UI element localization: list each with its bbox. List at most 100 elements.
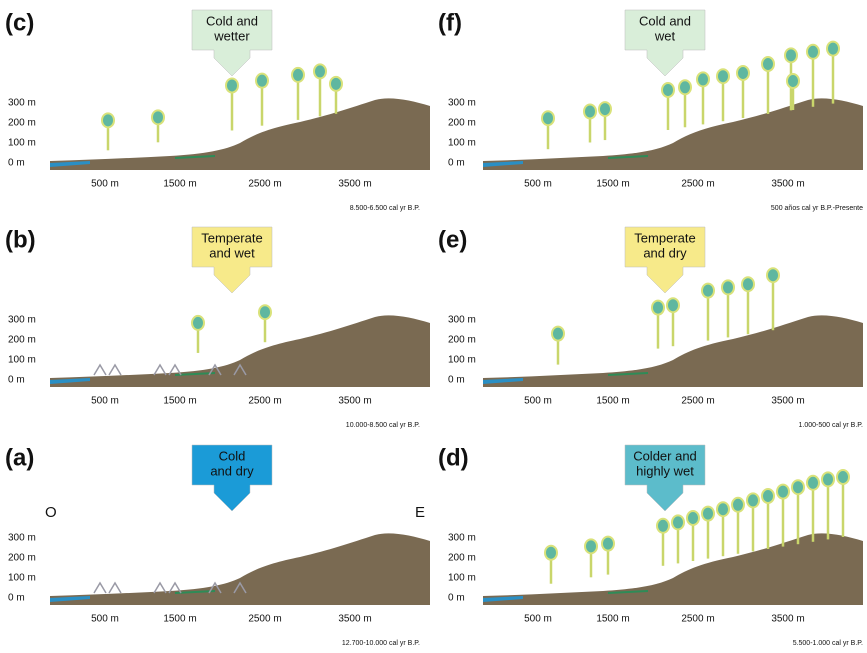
period-label: 500 años cal yr B.P.-Presente — [771, 205, 863, 212]
y-axis-label: 200 m — [8, 335, 36, 346]
y-axis-label: 100 m — [448, 138, 476, 149]
y-axis-label: 100 m — [448, 573, 476, 584]
y-axis-label: 300 m — [8, 98, 36, 109]
climate-text: highly wet — [636, 463, 694, 478]
x-axis-label: 2500 m — [681, 179, 714, 190]
tree-crown — [697, 72, 709, 86]
x-axis-label: 1500 m — [163, 396, 196, 407]
tree-crown — [807, 45, 819, 59]
y-axis-label: 0 m — [8, 375, 25, 386]
tree-crown — [672, 515, 684, 529]
ground — [50, 533, 430, 605]
climate-text: Colder and — [633, 448, 697, 463]
tree-crown — [226, 78, 238, 92]
x-axis-label: 2500 m — [248, 614, 281, 625]
y-axis-label: 100 m — [448, 355, 476, 366]
shrub — [94, 583, 106, 593]
tree-crown — [717, 502, 729, 516]
west-label: O — [45, 504, 57, 521]
climate-text: Temperate — [201, 230, 262, 245]
x-axis-label: 2500 m — [681, 396, 714, 407]
y-axis-label: 300 m — [448, 533, 476, 544]
y-axis-label: 0 m — [448, 158, 465, 169]
y-axis-label: 300 m — [8, 533, 36, 544]
x-axis-label: 1500 m — [596, 179, 629, 190]
period-label: 5.500-1.000 cal yr B.P. — [793, 640, 863, 647]
y-axis-label: 0 m — [448, 375, 465, 386]
tree-crown — [102, 113, 114, 127]
tree-crown — [827, 42, 839, 56]
climate-text: Cold and — [206, 13, 258, 28]
x-axis-label: 2500 m — [248, 396, 281, 407]
tree-crown — [747, 493, 759, 507]
tree-crown — [785, 48, 797, 62]
tree-crown — [687, 511, 699, 525]
tree-crown — [822, 472, 834, 486]
tree-crown — [330, 77, 342, 91]
panel-label: (c) — [5, 9, 34, 36]
panel-label: (d) — [438, 444, 469, 471]
period-label: 10.000-8.500 cal yr B.P. — [346, 422, 420, 429]
tree-crown — [584, 104, 596, 118]
ground — [483, 533, 863, 605]
panel-label: (e) — [438, 226, 467, 253]
x-axis-label: 3500 m — [338, 396, 371, 407]
tree-crown — [292, 68, 304, 82]
x-axis-label: 500 m — [91, 396, 119, 407]
tree-crown — [792, 480, 804, 494]
tree-crown — [762, 57, 774, 71]
x-axis-label: 500 m — [524, 614, 552, 625]
tree-crown — [657, 519, 669, 533]
x-axis-label: 2500 m — [248, 179, 281, 190]
x-axis-label: 500 m — [91, 179, 119, 190]
shrub — [94, 365, 106, 375]
period-label: 8.500-6.500 cal yr B.P. — [350, 205, 420, 212]
x-axis-label: 3500 m — [771, 179, 804, 190]
shrub — [109, 583, 121, 593]
tree-crown — [667, 298, 679, 312]
tree-crown — [599, 102, 611, 116]
x-axis-label: 2500 m — [681, 614, 714, 625]
y-axis-label: 200 m — [448, 335, 476, 346]
tree-crown — [702, 507, 714, 521]
period-label: 12.700-10.000 cal yr B.P. — [342, 640, 420, 647]
tree-crown — [585, 539, 597, 553]
panel-label: (f) — [438, 9, 462, 36]
panel-label: (b) — [5, 226, 36, 253]
y-axis-label: 0 m — [448, 593, 465, 604]
x-axis-label: 1500 m — [596, 614, 629, 625]
tree-crown — [314, 64, 326, 78]
tree-crown — [742, 277, 754, 291]
climate-text: and dry — [643, 245, 687, 260]
x-axis-label: 500 m — [524, 396, 552, 407]
tree-crown — [767, 268, 779, 282]
tree-crown — [602, 537, 614, 551]
climate-text: wet — [654, 28, 676, 43]
climate-text: Cold and — [639, 13, 691, 28]
climate-text: and wet — [209, 245, 255, 260]
tree-crown — [662, 83, 674, 97]
tree-crown — [787, 74, 799, 88]
period-label: 1.000-500 cal yr B.P. — [799, 422, 864, 429]
east-label: E — [415, 504, 425, 521]
ground — [50, 315, 430, 387]
y-axis-label: 200 m — [8, 118, 36, 129]
x-axis-label: 1500 m — [163, 179, 196, 190]
tree-crown — [256, 74, 268, 88]
tree-crown — [702, 284, 714, 298]
tree-crown — [192, 316, 204, 330]
tree-crown — [545, 546, 557, 560]
tree-crown — [717, 69, 729, 83]
x-axis-label: 3500 m — [771, 396, 804, 407]
x-axis-label: 3500 m — [338, 179, 371, 190]
tree-crown — [732, 498, 744, 512]
tree-crown — [679, 80, 691, 94]
tree-crown — [837, 470, 849, 484]
tree-crown — [722, 280, 734, 294]
tree-crown — [552, 327, 564, 341]
tree-crown — [762, 489, 774, 503]
